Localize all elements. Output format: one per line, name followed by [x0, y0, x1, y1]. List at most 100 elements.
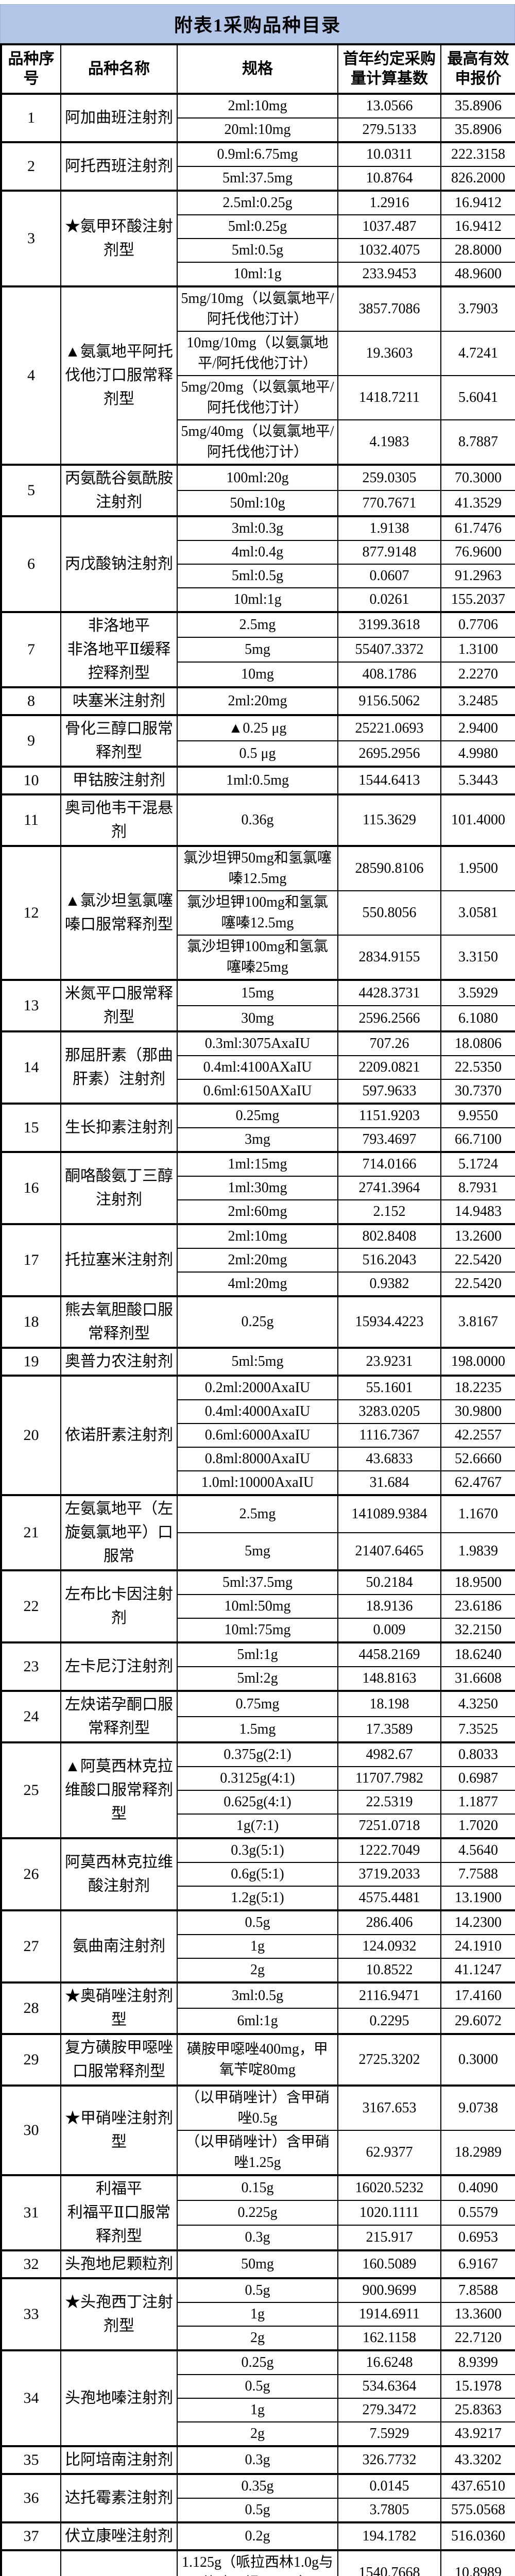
table-row: 5mg 55407.3372 1.3100 [1, 637, 515, 663]
base-quantity-cell: 1.2916 [337, 190, 441, 215]
spec-cell: 10ml:75mg [177, 1618, 338, 1643]
base-quantity-cell: 0.0607 [337, 564, 441, 588]
table-row: 5 丙氨酰谷氨酰胺注射剂 100ml:20g 259.0305 70.3000 [1, 464, 515, 517]
spec-cell: 0.2g [177, 2521, 338, 2551]
table-row: 34 头孢地嗪注射剂 0.25g 16.6248 8.9399 [1, 2349, 515, 2447]
max-price-cell: 43.3202 [440, 2445, 515, 2475]
serial-cell: 26 [1, 1837, 61, 1911]
base-quantity-cell: 793.4697 [337, 1127, 441, 1153]
max-price-cell: 4.9980 [440, 740, 515, 767]
serial-cell: 5 [1, 464, 61, 517]
max-price-cell: 31.6608 [440, 1666, 515, 1691]
table-row: 19 奥普力农注射剂 5ml:5mg 23.9231 198.0000 [1, 1347, 515, 1376]
spec-cell: 1g [177, 1934, 338, 1959]
spec-cell: 0.25g [177, 1295, 338, 1348]
base-quantity-cell: 0.2295 [337, 2008, 441, 2035]
base-quantity-cell: 115.3629 [337, 793, 441, 846]
table-row: 26 阿莫西林克拉维酸注射剂 0.3g(5:1) 1222.7049 4.5640 [1, 1837, 515, 1911]
table-row: 35 比阿培南注射剂 0.3g 326.7732 43.3202 [1, 2445, 515, 2475]
drug-name-cell: 头孢地尼颗粒剂 [60, 2249, 178, 2279]
spec-cell: 1.2g(5:1) [177, 1886, 338, 1911]
serial-cell: 16 [1, 1151, 61, 1225]
table-row: 50ml:10g 770.7671 41.3529 [1, 490, 515, 517]
spec-cell: 0.375g(2:1) [177, 1741, 338, 1767]
spec-cell: 0.35g [177, 2473, 338, 2499]
spec-cell: 1.0ml:10000AxaIU [177, 1470, 338, 1496]
table-row: 18 熊去氧胆酸口服常释剂型 0.25g 15934.4223 3.8167 [1, 1295, 515, 1348]
spec-cell: 0.3g [177, 2224, 338, 2251]
spec-cell: 0.5g [177, 1909, 338, 1935]
spec-cell: 0.6ml:6150AXaIU [177, 1079, 338, 1104]
drug-name-cell: ★奥硝唑注射剂型 [60, 1981, 178, 2035]
spec-cell: 0.6ml:6000AxaIU [177, 1423, 338, 1448]
serial-cell: 7 [1, 611, 61, 688]
max-price-cell: 222.3158 [440, 141, 515, 167]
base-quantity-cell: 7.5929 [337, 2421, 441, 2447]
table-row: 11 奥司他韦干混悬剂 0.36g 115.3629 101.4000 [1, 793, 515, 846]
base-quantity-cell: 3.7805 [337, 2498, 441, 2523]
base-quantity-cell: 25221.0693 [337, 714, 441, 741]
base-quantity-cell: 1544.6413 [337, 766, 441, 795]
base-quantity-cell: 160.5089 [337, 2249, 441, 2279]
base-quantity-cell: 877.9148 [337, 540, 441, 565]
col-header-spec: 规格 [177, 44, 338, 95]
max-price-cell: 61.7476 [440, 515, 515, 541]
max-price-cell: 2.9400 [440, 714, 515, 741]
max-price-cell: 18.2235 [440, 1375, 515, 1400]
max-price-cell: 52.6660 [440, 1447, 515, 1471]
max-price-cell: 30.9800 [440, 1399, 515, 1424]
serial-cell: 32 [1, 2249, 61, 2279]
serial-cell: 4 [1, 285, 61, 465]
max-price-cell: 42.2557 [440, 1423, 515, 1448]
table-row: 32 头孢地尼颗粒剂 50mg 160.5089 6.9167 [1, 2249, 515, 2279]
table-row: 1g 1914.6911 13.3600 [1, 2302, 515, 2327]
table-row: 2g 10.8522 41.1247 [1, 1958, 515, 1983]
max-price-cell: 4.5640 [440, 1837, 515, 1863]
table-row: 10ml:1g 233.9453 48.9600 [1, 262, 515, 287]
base-quantity-cell: 516.2043 [337, 1248, 441, 1273]
spec-cell: 0.2ml:2000AxaIU [177, 1375, 338, 1400]
table-row: 4 ▲氨氯地平阿托伐他汀口服常释剂型 5mg/10mg（以氨氯地平/阿托伐他汀计） 3… [1, 285, 515, 465]
max-price-cell: 22.7120 [440, 2326, 515, 2351]
drug-name-cell: 骨化三醇口服常释剂型 [60, 714, 178, 767]
base-quantity-cell: 2725.3202 [337, 2033, 441, 2086]
max-price-cell: 18.6240 [440, 1641, 515, 1667]
max-price-cell: 2.2270 [440, 661, 515, 688]
max-price-cell: 8.7887 [440, 419, 515, 465]
spec-cell: 1g [177, 2398, 338, 2422]
spec-cell: 0.5 μg [177, 740, 338, 767]
spec-cell: 5ml:37.5mg [177, 166, 338, 191]
table-row: 37 伏立康唑注射剂 0.2g 194.1782 516.0360 [1, 2521, 515, 2551]
table-row: 10ml:50mg 18.9136 23.6186 [1, 1594, 515, 1619]
drug-name-cell: ★甲硝唑注射剂型 [60, 2084, 178, 2176]
table-row: 0.6ml:6150AXaIU 597.9633 30.7370 [1, 1079, 515, 1104]
table-row: 1g(7:1) 7251.0718 1.7020 [1, 1814, 515, 1839]
max-price-cell: 13.1900 [440, 1886, 515, 1911]
base-quantity-cell: 16.6248 [337, 2349, 441, 2375]
drug-name-cell: 头孢地嗪注射剂 [60, 2349, 178, 2447]
spec-cell: 0.8ml:8000AxaIU [177, 1447, 338, 1471]
max-price-cell: 7.3525 [440, 1716, 515, 1743]
base-quantity-cell: 3167.653 [337, 2084, 441, 2131]
spec-cell: 5ml:0.25g [177, 214, 338, 239]
base-quantity-cell: 714.0166 [337, 1151, 441, 1177]
drug-name-cell: 依诺肝素注射剂 [60, 1375, 178, 1496]
base-quantity-cell: 15934.4223 [337, 1295, 441, 1348]
base-quantity-cell: 18.9136 [337, 1594, 441, 1619]
spec-cell: 0.225g [177, 2200, 338, 2226]
drug-name-cell: 生长抑素注射剂 [60, 1103, 178, 1153]
spec-cell: 5mg [177, 637, 338, 663]
table-row: 3 ★氨甲环酸注射剂型 2.5ml:0.25g 1.2916 16.9412 [1, 190, 515, 287]
max-price-cell: 66.7100 [440, 1127, 515, 1153]
max-price-cell: 35.8906 [440, 117, 515, 143]
serial-cell: 34 [1, 2349, 61, 2447]
max-price-cell: 0.5579 [440, 2200, 515, 2226]
table-row: 31 利福平 利福平Ⅱ口服常释剂型 0.15g 16020.5232 0.4090 [1, 2174, 515, 2251]
drug-name-cell: 左氨氯地平（左旋氨氯地平）口服常 [60, 1494, 178, 1571]
header-row: 品种序号 品种名称 规格 首年约定采购量计算基数 最高有效申报价 [1, 44, 515, 95]
spec-cell: 4ml:0.4g [177, 540, 338, 565]
drug-name-cell: 左卡尼汀注射剂 [60, 1641, 178, 1691]
base-quantity-cell: 141089.9384 [337, 1494, 441, 1533]
base-quantity-cell: 43.6833 [337, 1447, 441, 1471]
